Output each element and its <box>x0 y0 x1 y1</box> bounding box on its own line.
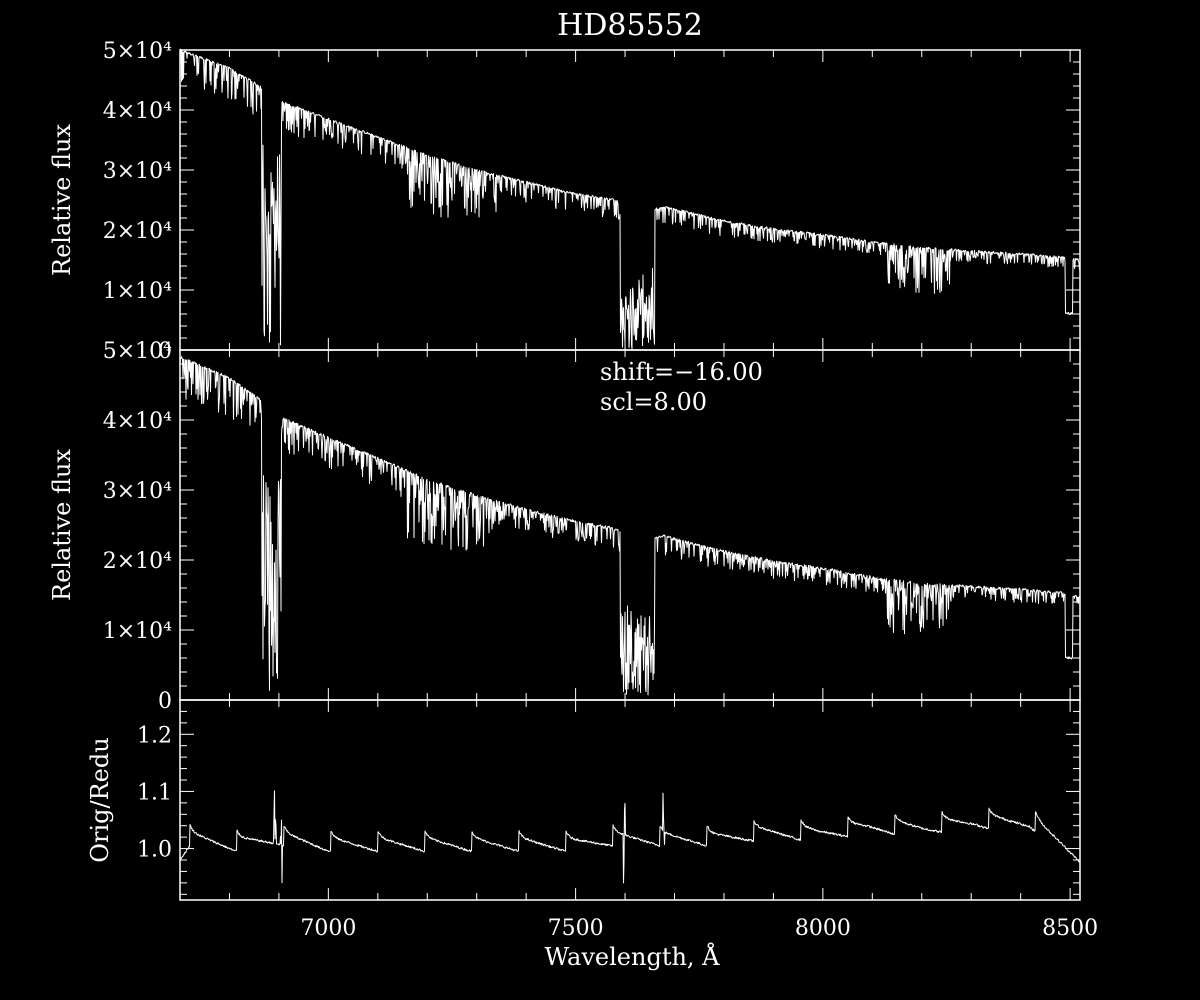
y-tick-label: 3×10⁴ <box>103 479 172 504</box>
panel-top-spectrum <box>179 48 1081 350</box>
scl-annotation: scl=8.00 <box>600 388 707 416</box>
panel-middle: 0 1×10⁴ 2×10⁴ 3×10⁴ 4×10⁴ 5×10⁴ Relative flux… <box>48 339 1081 714</box>
panel-ratio: 1.0 1.1 1.2 Orig/Redu <box>86 699 1081 901</box>
panel-top-ylabel: Relative flux <box>48 124 76 276</box>
y-tick-label: 5×10⁴ <box>103 39 172 64</box>
panel-middle-ylabel: Relative flux <box>48 449 76 601</box>
y-tick-label: 1.2 <box>137 723 172 748</box>
panel-ratio-ylabel: Orig/Redu <box>86 737 114 862</box>
panel-top: 0 1×10⁴ 2×10⁴ 3×10⁴ 4×10⁴ 5×10⁴ Relative flux <box>48 39 1081 364</box>
panel-middle-spectrum <box>179 356 1081 696</box>
y-tick-label: 3×10⁴ <box>103 159 172 184</box>
x-axis-label: Wavelength, Å <box>544 942 720 971</box>
panel-ratio-frame <box>179 699 1081 901</box>
y-tick-label: 2×10⁴ <box>103 549 172 574</box>
y-tick-label: 5×10⁴ <box>103 339 172 364</box>
y-tick-label: 1×10⁴ <box>103 279 172 304</box>
y-tick-label: 4×10⁴ <box>103 409 172 434</box>
y-tick-label: 0 <box>158 689 172 714</box>
x-tick-label: 7000 <box>300 916 356 941</box>
x-tick-label: 8500 <box>1042 916 1098 941</box>
chart-title: HD85552 <box>557 8 703 43</box>
y-tick-label: 2×10⁴ <box>103 219 172 244</box>
x-tick-label: 8000 <box>795 916 851 941</box>
panel-ratio-curve <box>179 790 1081 884</box>
shift-annotation: shift=−16.00 <box>600 358 763 386</box>
y-tick-label: 1×10⁴ <box>103 619 172 644</box>
y-tick-label: 4×10⁴ <box>103 99 172 124</box>
x-tick-label: 7500 <box>548 916 604 941</box>
y-tick-label: 0 <box>158 339 172 364</box>
y-tick-label: 1.0 <box>137 838 172 863</box>
y-tick-label: 1.1 <box>137 780 172 805</box>
